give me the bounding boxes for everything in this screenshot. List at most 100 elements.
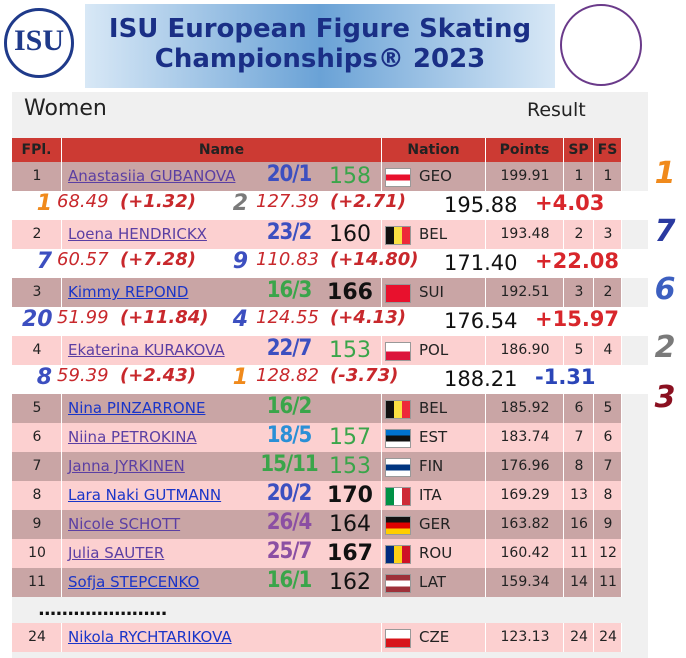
sp-rank: 14	[570, 574, 588, 590]
cell-divider	[593, 481, 594, 510]
cell-divider	[593, 623, 594, 652]
separator: ......................	[38, 599, 167, 620]
fs-rank: 5	[603, 400, 613, 416]
total-delta: +4.03	[535, 191, 605, 215]
flag	[385, 574, 411, 593]
sp-delta: (+11.84)	[120, 307, 209, 328]
sp-rank: 16	[570, 516, 588, 532]
row-bg	[12, 336, 622, 365]
cell-divider	[381, 162, 382, 191]
cell-divider	[563, 394, 564, 423]
sp-score: 59.39	[57, 365, 109, 386]
nation: EST	[419, 428, 448, 446]
points: 163.82	[500, 516, 550, 532]
cell-divider	[621, 336, 622, 365]
nation: GEO	[419, 167, 452, 185]
athlete-name[interactable]: Nikola RYCHTARIKOVA	[68, 628, 232, 646]
flag	[385, 342, 411, 361]
header-cell: Name	[62, 138, 382, 162]
nation: POL	[419, 341, 449, 359]
athlete-name[interactable]: Sofja STEPCENKO	[68, 573, 200, 591]
prediction: 22/7	[266, 336, 313, 361]
cell-divider	[563, 220, 564, 249]
total: 171.40	[444, 251, 518, 275]
prediction: 20/2	[266, 481, 313, 506]
nation: FIN	[419, 457, 444, 475]
fs-rank: 7	[603, 458, 613, 474]
cell-divider	[61, 336, 62, 365]
cell-divider	[485, 278, 486, 307]
cell-divider	[593, 568, 594, 597]
fs-rank: 8	[603, 487, 613, 503]
cell-divider	[593, 278, 594, 307]
cell-divider	[621, 278, 622, 307]
athlete-name[interactable]: Anastasiia GUBANOVA	[68, 167, 236, 185]
total: 195.88	[444, 193, 518, 217]
athlete-name[interactable]: Ekaterina KURAKOVA	[68, 341, 225, 359]
cell-divider	[563, 336, 564, 365]
fs-rank: 3	[603, 226, 613, 242]
points: 160.42	[500, 545, 550, 561]
cell-divider	[485, 336, 486, 365]
place: 7	[32, 458, 42, 474]
points: 123.13	[500, 629, 550, 645]
points: 192.51	[500, 284, 550, 300]
cell-divider	[61, 278, 62, 307]
athlete-name[interactable]: Julia SAUTER	[68, 544, 165, 562]
cell-divider	[61, 423, 62, 452]
athlete-name[interactable]: Lara Naki GUTMANN	[68, 486, 222, 504]
cell-divider	[621, 568, 622, 597]
row-bg	[12, 278, 622, 307]
fs-rank: 11	[599, 574, 617, 590]
row-bg	[12, 539, 622, 568]
row-bg	[12, 481, 622, 510]
fs-place: 2	[232, 191, 248, 216]
cell-divider	[485, 452, 486, 481]
fs-place: 4	[232, 307, 248, 332]
fs-rank: 6	[603, 429, 613, 445]
fs-rank: 1	[603, 168, 613, 184]
sp-rank: 5	[574, 342, 584, 358]
event-logo	[560, 4, 642, 86]
cell-divider	[61, 162, 62, 191]
prediction: 15/11	[260, 452, 318, 477]
side-rank: 2	[654, 330, 676, 365]
cell-divider	[61, 481, 62, 510]
banner	[85, 4, 555, 88]
detail-bg	[12, 249, 648, 278]
side-rank: 3	[654, 380, 676, 415]
cell-divider	[61, 220, 62, 249]
cell-divider	[593, 452, 594, 481]
cell-divider	[381, 220, 382, 249]
cell-divider	[563, 539, 564, 568]
prediction: 25/7	[266, 539, 313, 564]
athlete-name[interactable]: Nicole SCHOTT	[68, 515, 181, 533]
cell-divider	[593, 423, 594, 452]
cell-divider	[563, 278, 564, 307]
athlete-name[interactable]: Nina PINZARRONE	[68, 399, 206, 417]
cell-divider	[381, 481, 382, 510]
cell-divider	[381, 510, 382, 539]
points: 186.90	[500, 342, 550, 358]
nation: BEL	[419, 225, 448, 243]
flag	[385, 168, 411, 187]
score: 166	[327, 280, 373, 305]
title-line: ISU European Figure Skating	[108, 14, 532, 44]
place: 9	[32, 516, 42, 532]
fs-score: 110.83	[256, 249, 319, 270]
cell-divider	[563, 568, 564, 597]
cell-divider	[381, 394, 382, 423]
score: 157	[329, 425, 371, 450]
athlete-name[interactable]: Loena HENDRICKX	[68, 225, 207, 243]
athlete-name[interactable]: Niina PETROKINA	[68, 428, 197, 446]
athlete-name[interactable]: Kimmy REPOND	[68, 283, 189, 301]
cell-divider	[485, 162, 486, 191]
title-line: Championships® 2023	[154, 44, 486, 74]
sp-rank: 7	[574, 429, 584, 445]
athlete-name[interactable]: Janna JYRKINEN	[68, 457, 185, 475]
cell-divider	[381, 539, 382, 568]
score: 162	[329, 570, 371, 595]
flag	[385, 400, 411, 419]
points: 193.48	[500, 226, 550, 242]
